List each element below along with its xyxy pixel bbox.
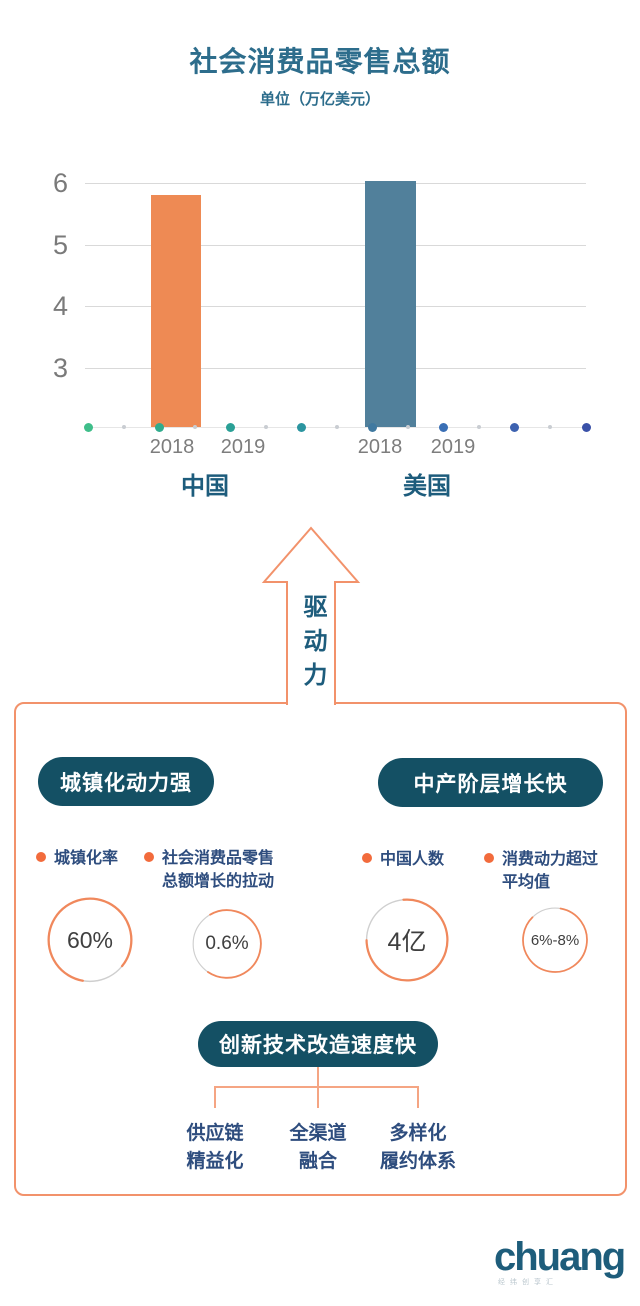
baseline-dot [225, 422, 235, 432]
bullet-icon [144, 852, 154, 862]
innovation-item-supply-chain: 供应链 精益化 [186, 1123, 244, 1172]
tree-connector-right [417, 1086, 419, 1108]
bar-chart-plot-area: 6 5 4 3 2018 2019 中国 2018 2019 美国 [0, 0, 640, 510]
bullet-icon [36, 852, 46, 862]
stat-value: 6%-8% [530, 931, 580, 949]
driving-force-label: 驱动力 [299, 594, 326, 696]
baseline-dot [296, 422, 306, 432]
driver-heading-urbanization: 城镇化动力强 [38, 757, 214, 806]
baseline-dot-small [477, 425, 482, 429]
baseline-dot [439, 422, 449, 432]
bar-美国-2018 [365, 181, 416, 427]
bullet-icon [362, 853, 372, 863]
gridline [85, 244, 586, 246]
tree-connector-left [214, 1086, 216, 1108]
y-axis-tick-label: 4 [52, 291, 68, 321]
legend-retail-growth-pull: 社会消费品零售 总额增长的拉动 [144, 847, 274, 893]
baseline-dot-small [548, 425, 553, 429]
gridline [85, 367, 586, 369]
legend-label: 中国人数 [380, 851, 445, 868]
legend-china-population: 中国人数 [362, 848, 444, 871]
baseline-dot-small [263, 425, 268, 429]
legend-label: 城镇化率 [54, 850, 119, 867]
baseline-dot [83, 422, 93, 432]
stat-circle-urbanization-rate: 60% [46, 896, 134, 984]
ring-icon [365, 898, 449, 982]
bullet-icon [484, 853, 494, 863]
baseline-dot-small [121, 425, 126, 429]
baseline-dot [368, 422, 378, 432]
x-tick-label: 2018 [149, 436, 195, 458]
baseline-dot [581, 422, 591, 432]
chart-unit-label: 单位（万亿美元） [259, 91, 380, 108]
chart-title: 社会消费品零售总额 [189, 46, 451, 77]
stat-circle-retail-growth-pull: 0.6% [191, 908, 263, 980]
ring-icon [192, 909, 262, 979]
driver-heading-middle-class: 中产阶层增长快 [378, 758, 603, 807]
stat-circle-china-population: 4亿 [364, 897, 450, 983]
stat-circle-consumption-power: 6%-8% [521, 906, 589, 974]
x-tick-label: 2019 [220, 436, 266, 458]
driver-heading-innovation: 创新技术改造速度快 [198, 1021, 438, 1067]
innovation-item-fulfillment: 多样化 履约体系 [379, 1123, 456, 1172]
baseline-dot-small [335, 425, 340, 429]
y-axis-tick-label: 5 [52, 229, 68, 260]
baseline-dot-small [406, 425, 411, 429]
x-tick-label: 2018 [357, 436, 403, 458]
y-axis-tick-label: 3 [52, 352, 68, 383]
legend-consumption-power: 消费动力超过 平均值 [484, 848, 598, 894]
ring-icon [522, 907, 588, 973]
x-tick-label: 2019 [430, 436, 476, 458]
country-label: 美国 [403, 473, 451, 500]
innovation-item-omnichannel: 全渠道 融合 [289, 1123, 347, 1172]
chuang-logo: chuang 经纬创享汇 [494, 1234, 634, 1287]
bar-中国-2018 [151, 195, 201, 427]
legend-label: 消费动力超过 平均值 [502, 851, 599, 891]
stat-value: 60% [66, 926, 114, 953]
baseline-dot-small [192, 425, 197, 429]
legend-urbanization-rate: 城镇化率 [36, 847, 118, 870]
logo-tagline: 经纬创享汇 [498, 1279, 558, 1286]
ring-icon [47, 897, 133, 983]
y-axis-tick-label: 6 [52, 168, 68, 198]
baseline-dot [154, 422, 164, 432]
gridline [85, 183, 586, 184]
tree-connector-center [317, 1067, 319, 1087]
stat-value: 0.6% [205, 933, 249, 954]
logo-wordmark: chuang [494, 1235, 626, 1279]
baseline-dot [510, 422, 520, 432]
gridline [85, 306, 586, 307]
tree-connector-middle [317, 1087, 319, 1108]
stat-value: 4亿 [387, 928, 427, 956]
country-label: 中国 [181, 473, 229, 500]
legend-label: 社会消费品零售 总额增长的拉动 [162, 850, 275, 890]
